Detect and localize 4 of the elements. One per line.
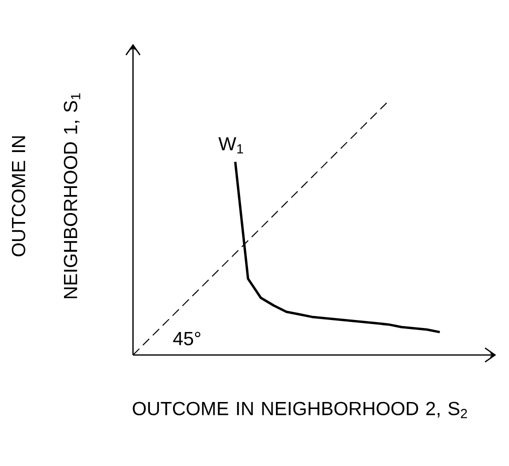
x-axis-title: OUTCOME IN NEIGHBORHOOD 2, S$_{2}$ <box>132 402 467 418</box>
series-label: W$_{1}$ <box>218 137 244 154</box>
text: OUTCOME IN NEIGHBORHOOD 1, S$_{1}$ <box>12 93 80 298</box>
annotation: 45° <box>173 332 200 346</box>
